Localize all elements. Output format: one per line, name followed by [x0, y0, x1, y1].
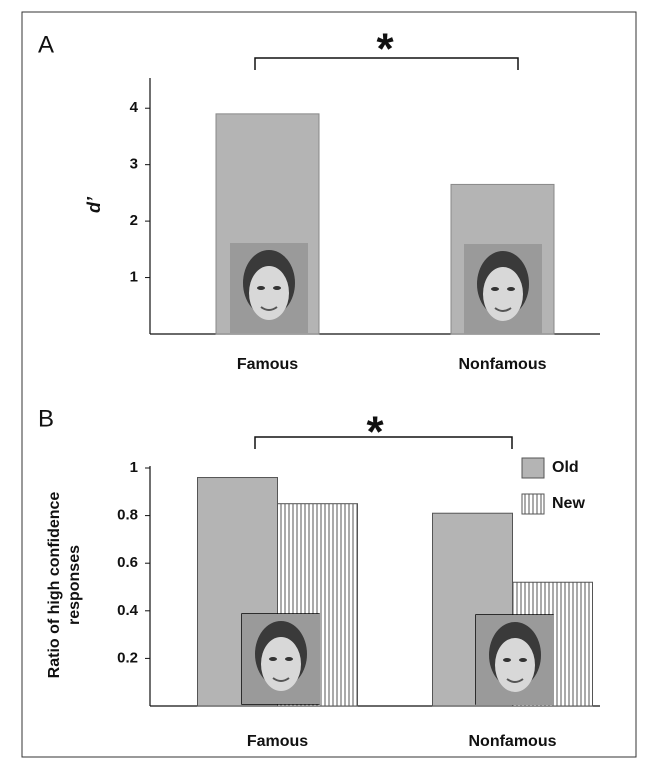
y-tick-label: 0.4 [117, 602, 139, 619]
x-tick-label: Nonfamous [459, 356, 547, 373]
legend-swatch [521, 457, 545, 479]
photo [241, 613, 321, 705]
x-tick-label: Famous [237, 356, 298, 373]
significance-bracket [254, 57, 519, 70]
y-axis-label: responses [66, 545, 83, 625]
annotation: * [376, 25, 394, 74]
y-tick-label: 3 [130, 156, 138, 173]
annotation: * [366, 408, 384, 457]
x-tick-label: Nonfamous [469, 733, 557, 750]
legend-label: Old [552, 459, 579, 476]
y-tick-label: 1 [130, 269, 138, 286]
panel-label: B [38, 405, 54, 432]
y-tick-label: 0.2 [117, 649, 138, 666]
legend-swatch [521, 493, 545, 515]
y-tick-label: 1 [130, 459, 138, 476]
frame [21, 11, 637, 758]
x-tick-label: Famous [247, 733, 308, 750]
y-tick-label: 0.8 [117, 507, 138, 524]
y-tick-label: 2 [130, 212, 138, 229]
y-tick-label: 0.6 [117, 554, 138, 571]
y-axis-label: Ratio of high confidence [46, 492, 63, 679]
photo [229, 242, 309, 334]
photo [463, 243, 543, 335]
legend-label: New [552, 495, 585, 512]
significance-bracket [254, 436, 513, 449]
y-axis-label: d’ [84, 196, 104, 213]
photo [475, 614, 555, 706]
panel-label: A [38, 31, 54, 58]
y-tick-label: 4 [130, 99, 139, 116]
